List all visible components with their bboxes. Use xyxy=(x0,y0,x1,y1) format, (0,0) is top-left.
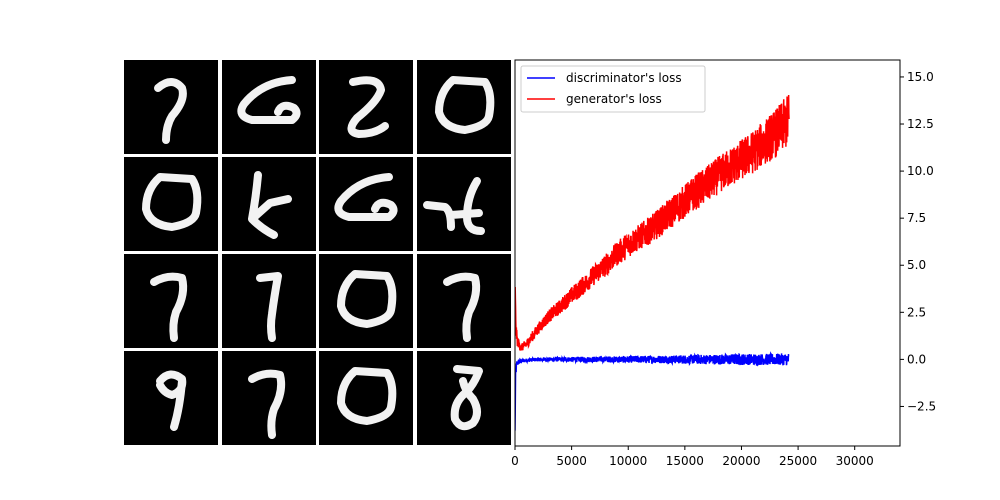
x-tick-label: 10000 xyxy=(609,454,647,468)
digit-6-loop-icon xyxy=(334,173,398,221)
digit-7-icon xyxy=(150,272,188,342)
generated-samples-grid xyxy=(124,60,514,446)
sample-tile xyxy=(319,351,413,445)
legend-label: discriminator's loss xyxy=(566,71,682,85)
y-tick-label: 12.5 xyxy=(907,117,934,131)
y-tick-label: 7.5 xyxy=(907,211,926,225)
x-tick-label: 5000 xyxy=(556,454,587,468)
digit-7-icon xyxy=(247,369,285,439)
y-tick-label: 5.0 xyxy=(907,258,926,272)
digit-0-icon xyxy=(337,270,397,328)
digit-7-hook-icon xyxy=(154,78,187,144)
sample-tile xyxy=(416,351,511,445)
axes-frame xyxy=(514,59,901,447)
x-tick-label: 20000 xyxy=(722,454,760,468)
digit-9-icon xyxy=(156,370,187,431)
x-tick-label: 25000 xyxy=(779,454,817,468)
digit-3-icon xyxy=(347,76,389,138)
sample-tile xyxy=(416,254,511,348)
y-tick-label: −2.5 xyxy=(907,399,936,413)
y-tick-label: 15.0 xyxy=(907,70,934,84)
digit-6-icon xyxy=(337,367,397,425)
digit-0-icon xyxy=(434,76,494,134)
sample-tile xyxy=(221,351,316,445)
generator-loss-line xyxy=(515,94,790,351)
digit-1-icon xyxy=(255,272,282,342)
sample-tile xyxy=(319,60,413,154)
digit-4-slant-icon xyxy=(422,177,485,235)
x-tick-label: 15000 xyxy=(666,454,704,468)
digit-8-icon xyxy=(450,365,483,431)
y-tick-label: 0.0 xyxy=(907,352,926,366)
legend-box xyxy=(520,65,706,113)
sample-tile xyxy=(124,254,218,348)
sample-tile xyxy=(416,157,511,251)
digit-7-icon xyxy=(442,272,480,342)
x-tick-label: 0 xyxy=(511,454,519,468)
sample-tile xyxy=(124,157,218,251)
sample-tile xyxy=(124,351,218,445)
sample-tile xyxy=(221,254,316,348)
legend-label: generator's loss xyxy=(566,92,662,106)
discriminator-loss-line xyxy=(515,351,790,431)
digit-6-loop-icon xyxy=(236,76,301,124)
plot-area xyxy=(515,60,900,446)
sample-tile xyxy=(124,60,218,154)
y-tick-label: 10.0 xyxy=(907,164,934,178)
sample-tile xyxy=(319,254,413,348)
sample-tile xyxy=(416,60,511,154)
x-tick-label: 30000 xyxy=(836,454,874,468)
sample-tile xyxy=(319,157,413,251)
y-tick-label: 2.5 xyxy=(907,305,926,319)
sample-tile xyxy=(221,60,316,154)
digit-4-icon xyxy=(247,171,292,239)
sample-tile xyxy=(221,157,316,251)
digit-0-icon xyxy=(142,173,202,231)
legend: discriminator's loss generator's loss xyxy=(520,65,706,113)
